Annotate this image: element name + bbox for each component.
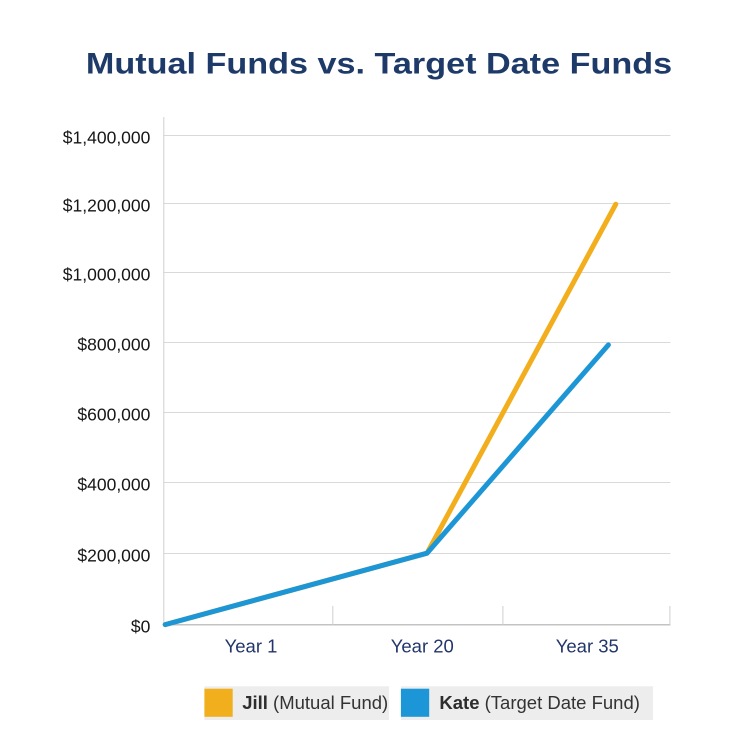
svg-text:$1,200,000: $1,200,000 — [63, 196, 151, 216]
svg-text:Year 20: Year 20 — [391, 636, 454, 657]
svg-text:$800,000: $800,000 — [77, 335, 150, 355]
svg-text:$600,000: $600,000 — [77, 405, 150, 425]
svg-text:$200,000: $200,000 — [77, 546, 150, 566]
svg-text:$0: $0 — [131, 617, 151, 637]
svg-text:$1,400,000: $1,400,000 — [63, 128, 151, 148]
svg-text:$1,000,000: $1,000,000 — [63, 265, 151, 285]
svg-text:Year 1: Year 1 — [225, 636, 278, 657]
svg-text:Jill (Mutual Fund): Jill (Mutual Fund) — [242, 692, 388, 713]
svg-text:Mutual Funds vs. Target Date F: Mutual Funds vs. Target Date Funds — [86, 46, 672, 80]
svg-text:Kate (Target Date Fund): Kate (Target Date Fund) — [439, 692, 640, 713]
svg-text:$400,000: $400,000 — [77, 475, 150, 495]
svg-text:Year 35: Year 35 — [556, 636, 619, 657]
